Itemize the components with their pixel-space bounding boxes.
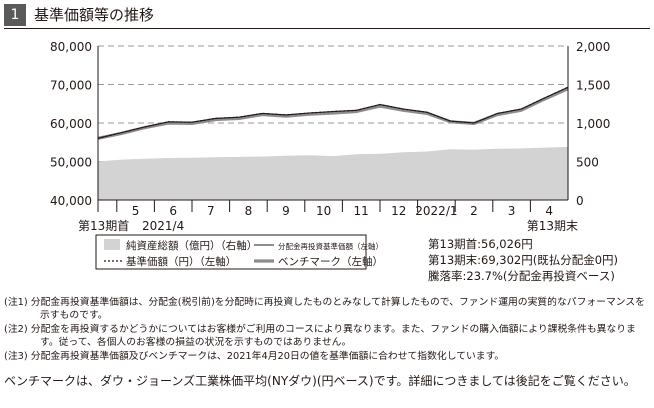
legend-box bbox=[95, 234, 367, 270]
x-tick-label: 12 bbox=[391, 204, 406, 218]
x-tick-label: 9 bbox=[282, 204, 290, 218]
right-axis-tick-label: 500 bbox=[576, 156, 599, 170]
summary-change: 騰落率:23.7%(分配金再投資ベース) bbox=[428, 269, 615, 283]
nav-chart: 40,000 50,000 60,000 70,000 80,000 0 500 1,000 1… bbox=[50, 40, 610, 270]
series-reinvested-nav-line bbox=[97, 86, 569, 139]
note-3: (注3) 分配金再投資基準価額及びベンチマークは、2021年4月20日の値を基準… bbox=[4, 350, 505, 362]
section-number: 1 bbox=[4, 4, 26, 26]
left-axis-tick-label: 50,000 bbox=[50, 156, 92, 170]
x-tick-label: 2 bbox=[470, 204, 478, 218]
right-axis-tick-label: 2,000 bbox=[576, 40, 610, 54]
summary-start: 第13期首:56,026円 bbox=[428, 237, 533, 251]
legend-label-nav: 基準価額（円）（左軸） bbox=[126, 255, 236, 268]
legend-swatch-net-assets bbox=[104, 239, 120, 250]
x-tick-label: 8 bbox=[245, 204, 253, 218]
left-axis-tick-label: 80,000 bbox=[50, 40, 92, 54]
x-tick-label: 4 bbox=[545, 204, 553, 218]
x-tick-label: 6 bbox=[169, 204, 177, 218]
notes: (注1) 分配金再投資基準価額は、分配金(税引前)を分配時に再投資したものとみな… bbox=[4, 296, 650, 363]
x-start-date: 2021/4 bbox=[142, 219, 184, 233]
x-tick-label: 7 bbox=[207, 204, 215, 218]
legend-label-net-assets: 純資産総額（億円）（右軸） bbox=[126, 239, 257, 252]
section-title: 基準価額等の推移 bbox=[34, 6, 155, 24]
benchmark-description: ベンチマークは、ダウ・ジョーンズ工業株価平均(NYダウ)(円ベース)です。詳細に… bbox=[4, 374, 636, 388]
legend-label-reinvested-nav: 分配金再投資基準価額（左軸） bbox=[278, 241, 383, 251]
x-end-label: 第13期末 bbox=[527, 219, 578, 233]
x-tick-label: 11 bbox=[354, 204, 369, 218]
note-1: (注1) 分配金再投資基準価額は、分配金(税引前)を分配時に再投資したものとみな… bbox=[4, 297, 645, 322]
x-start-label: 第13期首 bbox=[78, 219, 129, 233]
x-tick-label: 3 bbox=[508, 204, 516, 218]
x-tick-label: 10 bbox=[316, 204, 331, 218]
series-net-assets-area bbox=[98, 146, 568, 200]
x-tick-label: 5 bbox=[132, 204, 140, 218]
legend-label-benchmark: ベンチマーク（左軸） bbox=[278, 255, 383, 268]
left-axis-tick-label: 70,000 bbox=[50, 79, 92, 93]
note-2: (注2) 分配金を再投資するかどうかについてはお客様がご利用のコースにより異なり… bbox=[4, 323, 636, 349]
summary-end: 第13期末:69,302円(既払分配金0円) bbox=[428, 253, 619, 267]
right-axis-tick-label: 1,500 bbox=[576, 79, 610, 93]
right-axis-tick-label: 1,000 bbox=[576, 117, 610, 131]
left-axis-tick-label: 40,000 bbox=[50, 194, 92, 208]
left-axis-tick-label: 60,000 bbox=[50, 117, 92, 131]
series-benchmark-line bbox=[97, 87, 569, 140]
right-axis-tick-label: 0 bbox=[576, 194, 584, 208]
x-tick-label: 2022/1 bbox=[415, 204, 457, 218]
section-header: 1 基準価額等の推移 bbox=[4, 4, 650, 29]
